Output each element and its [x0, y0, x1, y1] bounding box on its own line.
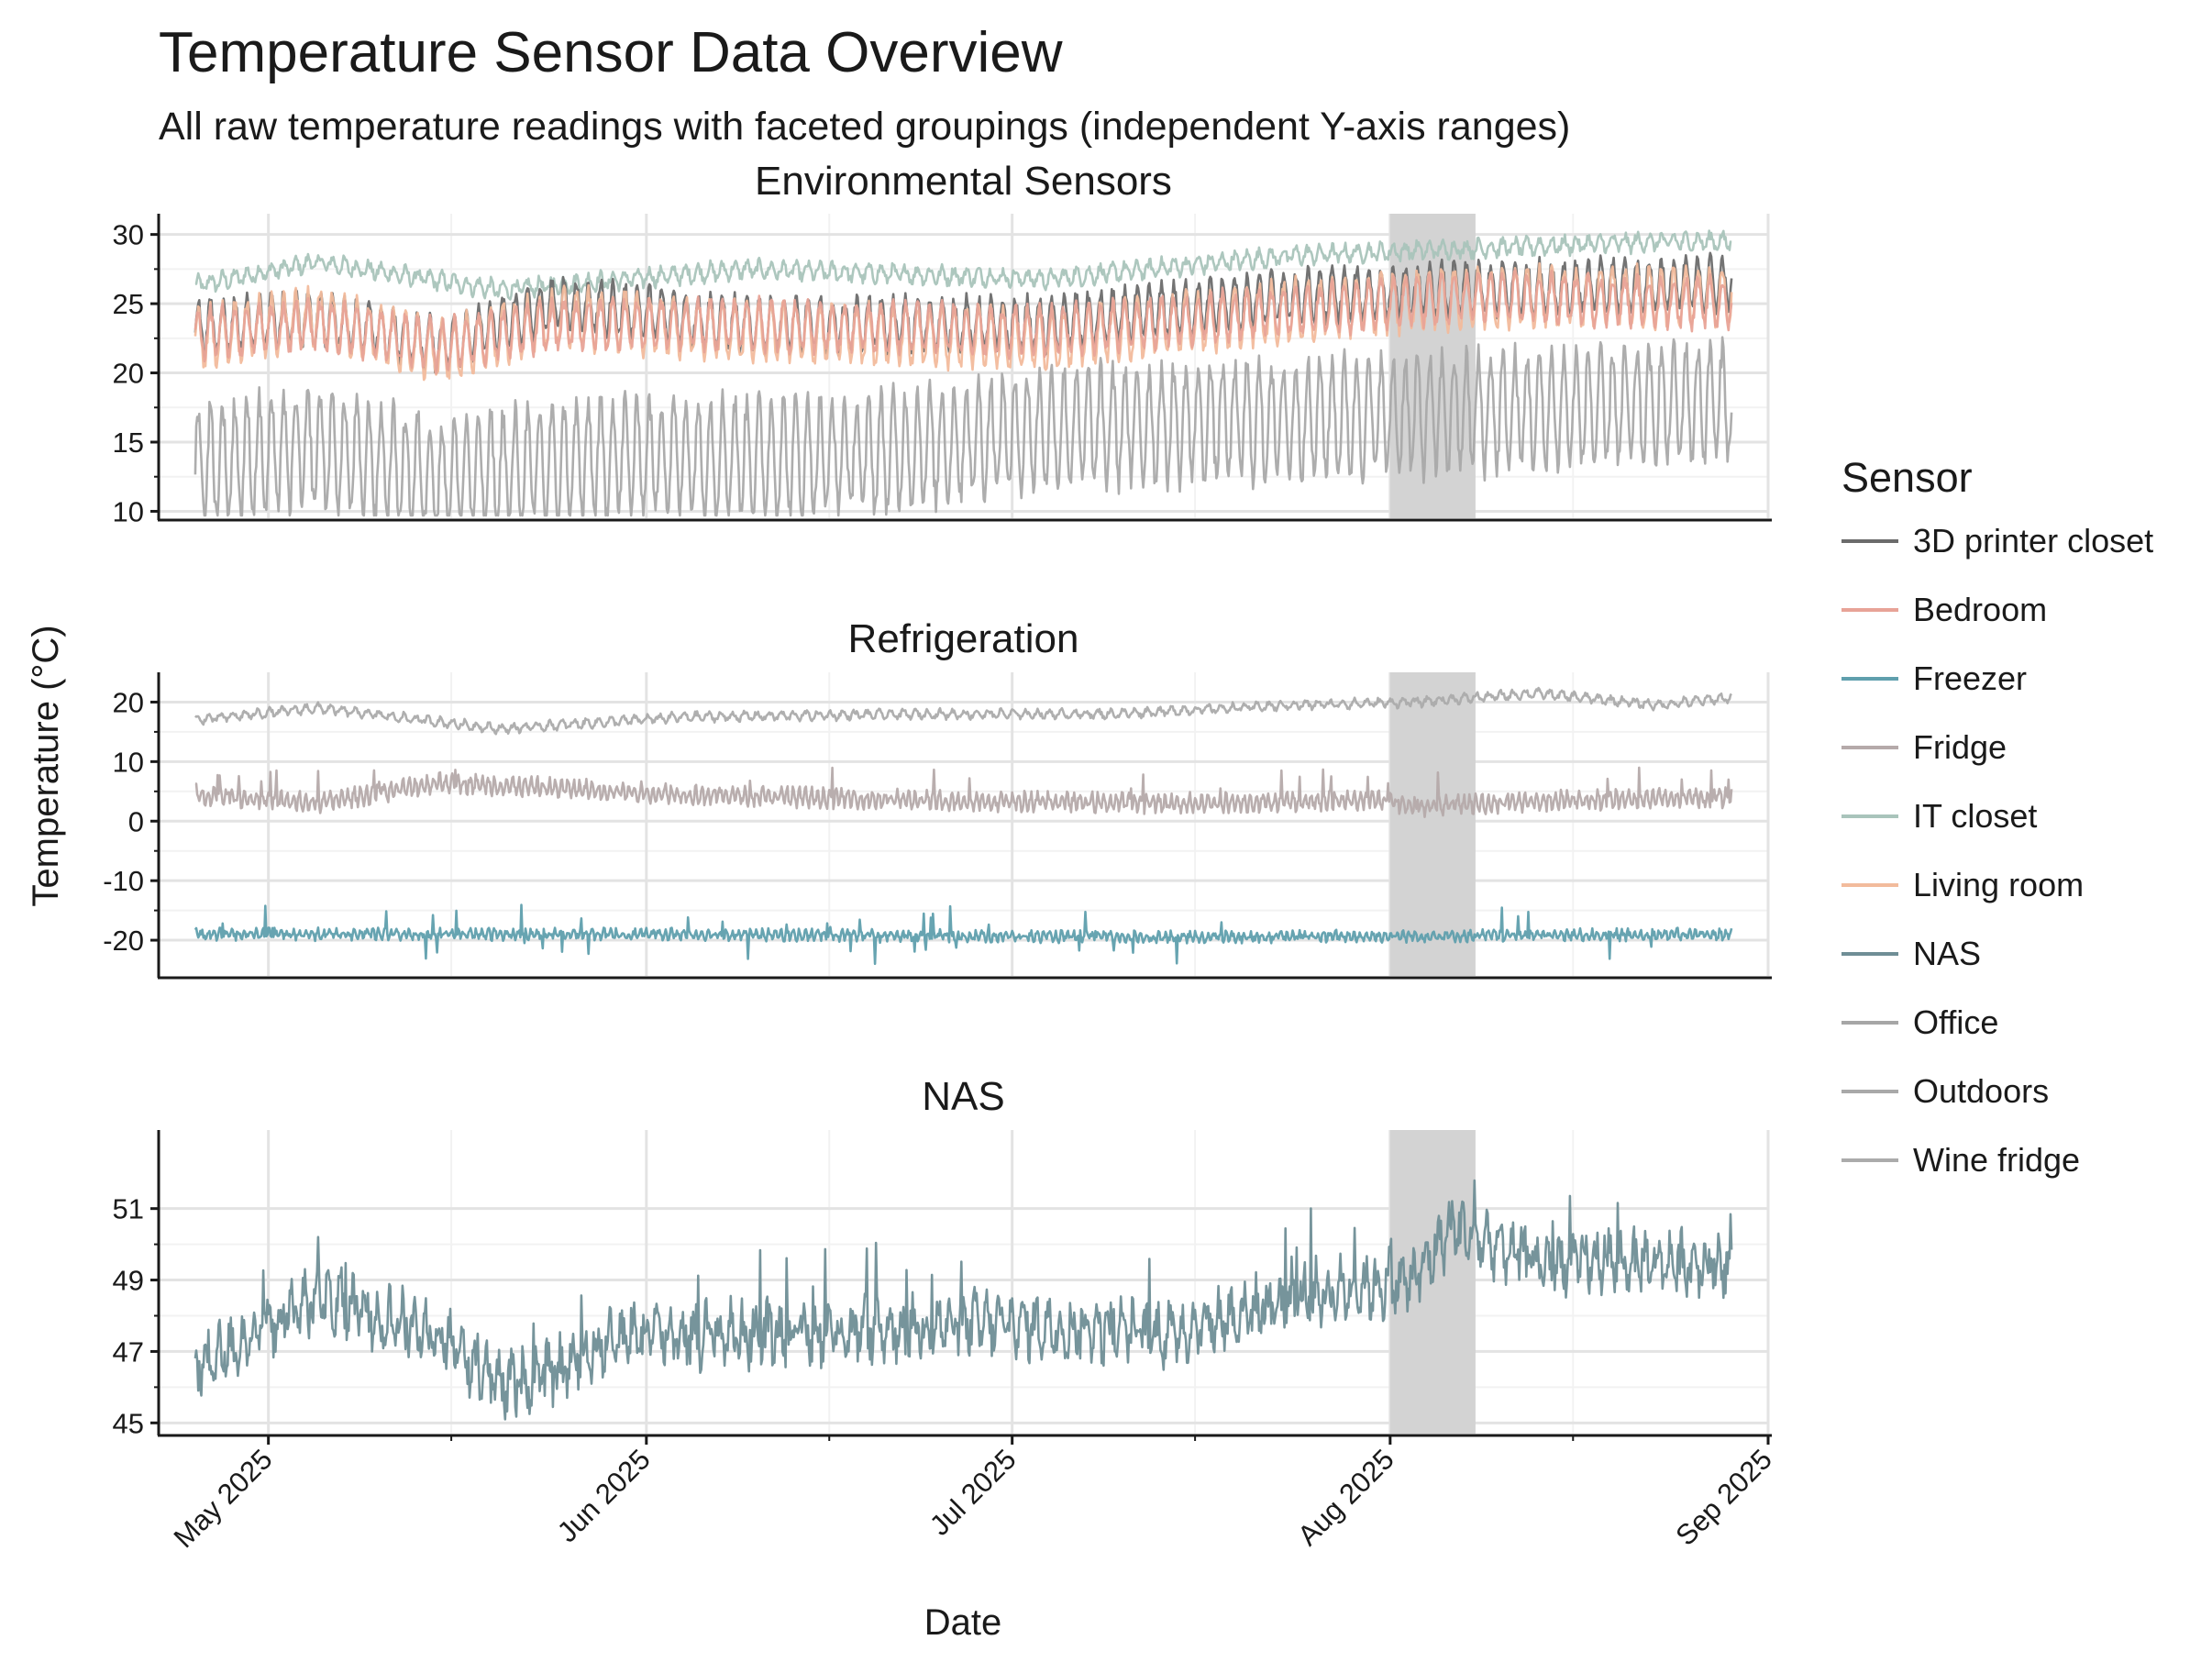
x-tick-label: Sep 2025: [1669, 1443, 1778, 1552]
legend-label: Office: [1913, 1003, 1998, 1041]
series-line-outdoors: [194, 336, 1733, 517]
legend-label: Living room: [1913, 866, 2084, 903]
y-axis-label: Temperature (°C): [26, 625, 66, 906]
legend-label: Outdoors: [1913, 1072, 2049, 1110]
facets: 10 15 20 25 30 Environmental Sensors 20 10 0 -10 -…: [103, 159, 1772, 1439]
y-tick-label: 10: [113, 746, 144, 778]
series-line-it-closet: [194, 229, 1732, 301]
series-line-bedroom: [194, 268, 1733, 375]
y-tick-label: 20: [113, 358, 144, 390]
facet-title: NAS: [922, 1074, 1004, 1119]
y-tick-label: 15: [113, 427, 144, 459]
y-tick-label: 0: [128, 805, 144, 837]
chart-title: Temperature Sensor Data Overview: [159, 21, 1063, 84]
legend-label: Fridge: [1913, 728, 2007, 766]
x-tick-label: Aug 2025: [1291, 1443, 1400, 1552]
highlight-span: [1389, 672, 1476, 976]
legend-label: NAS: [1913, 935, 1981, 972]
y-tick-label: 30: [113, 219, 144, 251]
y-tick-label: -10: [103, 865, 144, 897]
series-line-fridge: [194, 766, 1733, 819]
series-line-nas: [194, 1179, 1733, 1421]
highlight-span: [1389, 214, 1476, 518]
y-tick-label: 25: [113, 288, 144, 320]
legend-label: Freezer: [1913, 659, 2027, 697]
facet-title: Refrigeration: [848, 616, 1079, 661]
facet-2: 51 49 47 45 NAS: [113, 1074, 1772, 1439]
legend-title: Sensor: [1841, 454, 1973, 501]
y-tick-label: 10: [113, 495, 144, 527]
legend-label: Bedroom: [1913, 591, 2047, 628]
x-tick-label: Jul 2025: [924, 1443, 1023, 1542]
legend-label: IT closet: [1913, 797, 2037, 835]
x-axis-label: Date: [924, 1602, 1002, 1643]
x-tick-label: Jun 2025: [551, 1443, 657, 1548]
facet-title: Environmental Sensors: [755, 159, 1172, 204]
y-tick-label: 45: [113, 1407, 144, 1439]
y-tick-label: 20: [113, 686, 144, 718]
series-line-wine-fridge: [194, 686, 1732, 736]
legend-label: Wine fridge: [1913, 1141, 2080, 1179]
legend: Sensor 3D printer closet Bedroom Freezer Fri…: [1841, 454, 2153, 1179]
x-axis-ticks: May 2025 Jun 2025 Jul 2025 Aug 2025 Sep 2025: [168, 1435, 1778, 1554]
y-tick-label: 47: [113, 1335, 144, 1368]
x-tick-label: May 2025: [168, 1443, 279, 1554]
series-line-freezer: [194, 903, 1733, 966]
y-tick-label: 51: [113, 1193, 144, 1225]
y-tick-label: 49: [113, 1265, 144, 1297]
facet-0: 10 15 20 25 30 Environmental Sensors: [113, 159, 1772, 527]
chart-subtitle: All raw temperature readings with facete…: [159, 105, 1570, 149]
facet-1: 20 10 0 -10 -20 Refrigeration: [103, 616, 1772, 980]
y-tick-label: -20: [103, 925, 144, 957]
legend-label: 3D printer closet: [1913, 522, 2153, 560]
